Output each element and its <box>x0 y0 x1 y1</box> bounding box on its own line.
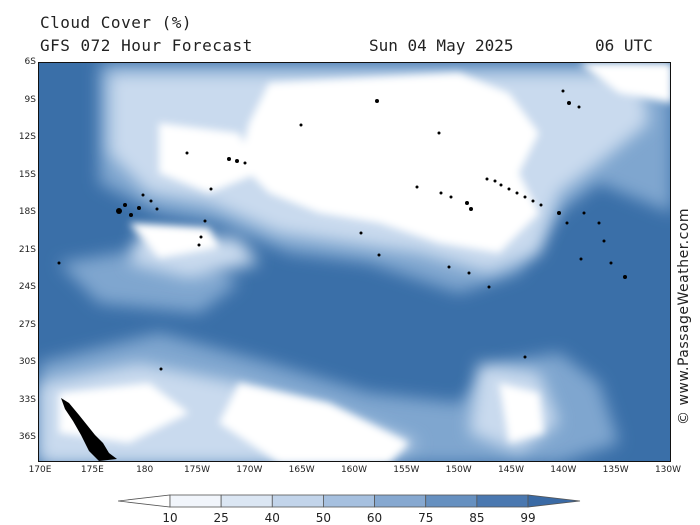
legend-swatch <box>323 494 375 508</box>
longitude-label: 175W <box>183 465 211 475</box>
latitude-label: 18S <box>18 207 36 217</box>
cloud-cover-map <box>38 62 671 462</box>
clear-sky-layer <box>59 63 670 461</box>
legend-swatch <box>374 494 427 508</box>
forecast-time: 06 UTC <box>595 36 653 55</box>
legend-swatch <box>271 494 324 508</box>
legend-value-label: 75 <box>418 511 434 525</box>
legend-swatch <box>169 494 222 508</box>
legend-value-label: 25 <box>213 511 229 525</box>
copyright-text: © www.PassageWeather.com <box>676 207 692 425</box>
cloud-cover-legend <box>118 494 581 508</box>
latitude-label: 30S <box>18 357 36 367</box>
latitude-label: 12S <box>18 132 36 142</box>
new-zealand-north-island <box>61 398 117 461</box>
legend-swatch <box>476 494 529 508</box>
fiji-island <box>116 208 122 214</box>
longitude-label: 170W <box>236 465 263 475</box>
longitude-label: 140W <box>550 465 577 475</box>
longitude-label: 170E <box>28 465 52 475</box>
latitude-label: 36S <box>18 432 36 442</box>
latitude-label: 15S <box>18 169 36 180</box>
cloud-field <box>39 63 670 461</box>
legend-value-label: 85 <box>469 511 485 525</box>
longitude-label: 150W <box>445 465 472 475</box>
longitude-label: 180 <box>136 465 154 475</box>
latitude-label: 6S <box>24 57 36 67</box>
latitude-label: 27S <box>18 319 36 330</box>
longitude-label: 165W <box>288 465 315 475</box>
map-subtitle: GFS 072 Hour Forecast <box>40 36 253 55</box>
latitude-label: 21S <box>18 244 36 255</box>
legend-max-arrow <box>527 494 581 508</box>
longitude-label: 135W <box>602 465 629 475</box>
longitude-label: 155W <box>393 465 420 475</box>
islands-and-land <box>57 89 627 461</box>
longitude-label: 145W <box>497 465 525 475</box>
legend-value-label: 10 <box>162 511 178 525</box>
latitude-label: 9S <box>24 94 36 105</box>
latitude-label: 24S <box>18 282 36 292</box>
latitude-label: 33S <box>18 394 36 405</box>
legend-value-label: 40 <box>264 511 280 525</box>
forecast-date: Sun 04 May 2025 <box>369 36 514 55</box>
map-title: Cloud Cover (%) <box>40 13 192 32</box>
longitude-label: 175E <box>80 465 104 475</box>
legend-swatch <box>425 494 478 508</box>
legend-value-label: 50 <box>315 511 332 525</box>
longitude-label: 160W <box>340 465 368 475</box>
longitude-label: 130W <box>654 465 682 475</box>
legend-value-label: 60 <box>366 511 383 525</box>
legend-min-arrow <box>118 494 171 508</box>
legend-value-label: 99 <box>520 511 536 525</box>
legend-swatch <box>220 494 273 508</box>
